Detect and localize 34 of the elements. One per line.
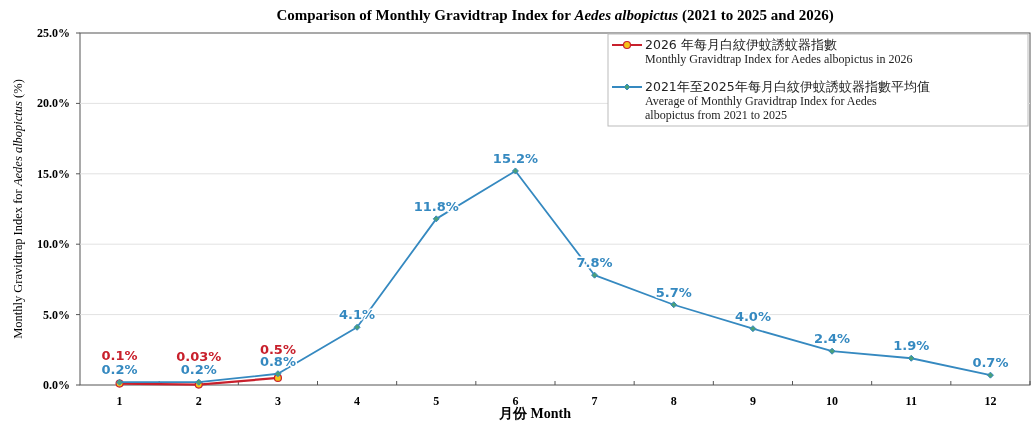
- data-label: 15.2%: [492, 150, 538, 166]
- x-tick-label: 6: [512, 394, 519, 408]
- y-tick-label: 5.0%: [43, 307, 70, 322]
- y-tick-label: 20.0%: [37, 96, 70, 111]
- data-label: 0.7%: [972, 355, 1009, 371]
- x-tick-label: 5: [433, 394, 440, 408]
- x-tick-label: 12: [984, 394, 997, 408]
- data-label: 0.2%: [180, 362, 217, 378]
- x-tick-label: 7: [591, 394, 598, 408]
- y-tick-label: 10.0%: [37, 237, 70, 252]
- y-tick-label: 0.0%: [43, 378, 70, 392]
- x-tick-label: 10: [826, 394, 839, 408]
- chart-title: Comparison of Monthly Gravidtrap Index for Aedes albopictus (2021 to 2025 and 2026): [276, 7, 834, 24]
- x-axis-title: 月份 Month: [498, 406, 572, 421]
- y-tick-label: 25.0%: [37, 26, 70, 40]
- data-label: 0.1%: [101, 347, 138, 363]
- data-label: 11.8%: [413, 198, 459, 214]
- x-tick-label: 9: [749, 394, 756, 408]
- x-tick-label: 11: [905, 394, 917, 408]
- x-tick-label: 4: [354, 394, 361, 408]
- data-label: 4.0%: [734, 308, 771, 324]
- data-label: 2.4%: [814, 331, 851, 347]
- x-tick-label: 1: [116, 394, 123, 408]
- x-tick-label: 2: [195, 394, 202, 408]
- y-tick-label: 15.0%: [37, 166, 70, 181]
- data-label: 1.9%: [893, 338, 930, 354]
- legend-label: 2021年至2025年每月白紋伊蚊誘蚊器指數平均值 Average of Monthly Gravidtrap Index for Aedes albopictus from 2021 to 2025: [645, 79, 930, 122]
- legend-label: 2026 年每月白紋伊蚊誘蚊器指數 Monthly Gravidtrap Index for Aedes albopictus in 2026: [645, 37, 913, 66]
- data-label: 0.03%: [176, 348, 222, 364]
- data-label: 5.7%: [655, 284, 692, 300]
- x-tick-label: 8: [670, 394, 677, 408]
- data-label: 0.2%: [101, 362, 138, 378]
- y-axis-title: Monthly Gravidtrap Index for Aedes albopictus (%): [11, 79, 25, 339]
- x-tick-label: 3: [274, 394, 281, 408]
